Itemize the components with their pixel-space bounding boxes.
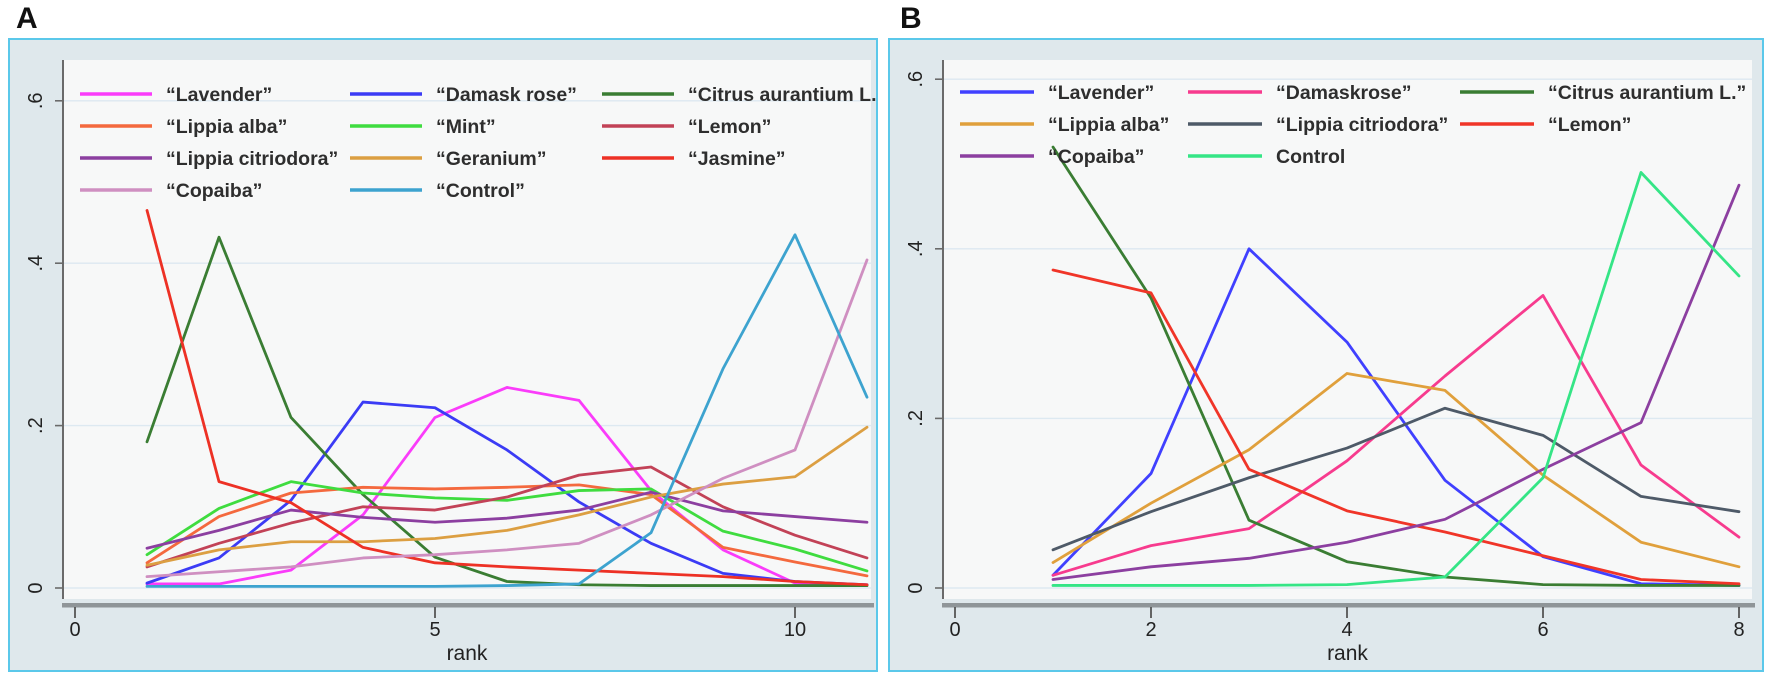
legend-label-mint: “Mint” [436,116,496,138]
y-tick-label: 0 [905,582,927,593]
legend-label-copaiba: “Copaiba” [166,180,262,202]
legend-label-lippia-alba: “Lippia alba” [166,116,287,138]
legend-label-lemon: “Lemon” [688,116,771,138]
legend-label-lemon: “Lemon” [1548,114,1631,136]
x-tick-label: 8 [1733,619,1744,641]
legend-label-lippia-citriodora: “Lippia citriodora” [166,148,338,170]
panel-b-label: B [900,2,922,35]
x-axis-line [942,603,1755,608]
x-tick-label: 4 [1341,619,1352,641]
legend-label-geranium: “Geranium” [436,148,547,170]
y-tick-label: .6 [25,92,47,109]
series-line-control [145,233,869,588]
x-tick-label: 2 [1145,619,1156,641]
legend-label-jasmine: “Jasmine” [688,148,786,170]
legend-label-control: Control [1276,146,1345,168]
x-tick-label: 5 [429,619,440,641]
panel-a: 0 .2 .4 .6 0 5 10 rank “Lavender” “Damask rose” “C… [8,38,878,672]
series-line-copaiba [1051,183,1741,581]
series-line-citrus-aurantium [1051,145,1741,587]
panel-b: 0 .2 .4 .6 0 2 4 6 8 rank “Lavender” “Damaskrose” “C… [888,38,1764,672]
legend-label-damask-rose: “Damask rose” [436,84,577,106]
series-group [145,209,869,588]
series-line-copaiba [145,258,869,579]
x-axis-title: rank [447,642,488,665]
x-tick-label: 6 [1537,619,1548,641]
series-line-lavender [145,386,869,587]
series-line-lippia-alba [145,483,869,578]
y-tick-label: .2 [25,417,47,434]
series-line-lavender [1051,247,1741,587]
x-axis-title: rank [1327,642,1368,665]
y-tick-label: .6 [905,71,927,88]
y-tick-label: .4 [25,255,47,272]
x-tick-label: 10 [784,619,806,641]
series-line-geranium [145,425,869,567]
legend-label-lippia-citriodora: “Lippia citriodora” [1276,114,1448,136]
legend-label-citrus-aurantium: “Citrus aurantium L.” [1548,82,1746,104]
chart-a-svg: 0 .2 .4 .6 0 5 10 rank “Lavender” “Damask rose” “C… [25,60,876,665]
legend-label-lippia-alba: “Lippia alba” [1048,114,1169,136]
series-line-damaskrose [1051,294,1741,577]
legend-label-control: “Control” [436,180,525,202]
x-axis-line [62,603,874,608]
series-line-lippia-citriodora [1051,406,1741,552]
legend-label-lavender: “Lavender” [1048,82,1154,104]
series-group [1051,145,1741,587]
plot-area [63,60,871,599]
series-line-lippia-citriodora [145,490,869,550]
y-tick-label: .2 [905,410,927,427]
series-line-mint [145,480,869,573]
series-line-damask-rose [145,400,869,587]
series-line-lemon [1051,268,1741,586]
series-line-lippia-alba [1051,372,1741,569]
series-line-citrus-aurantium [145,235,869,587]
chart-b-svg: 0 .2 .4 .6 0 2 4 6 8 rank “Lavender” “Damaskrose” “C… [905,60,1755,665]
series-line-control [1051,171,1741,587]
legend-label-lavender: “Lavender” [166,84,272,106]
y-tick-label: .4 [905,240,927,257]
legend-label-damaskrose: “Damaskrose” [1276,82,1412,104]
panel-a-label: A [16,2,38,35]
y-tick-label: 0 [25,582,47,593]
legend-label-citrus-aurantium: “Citrus aurantium L.” [688,84,876,106]
series-line-lemon [145,465,869,569]
x-tick-label: 0 [69,619,80,641]
plot-area [943,60,1752,599]
x-tick-label: 0 [949,619,960,641]
legend-label-copaiba: “Copaiba” [1048,146,1144,168]
series-line-jasmine [145,209,869,587]
